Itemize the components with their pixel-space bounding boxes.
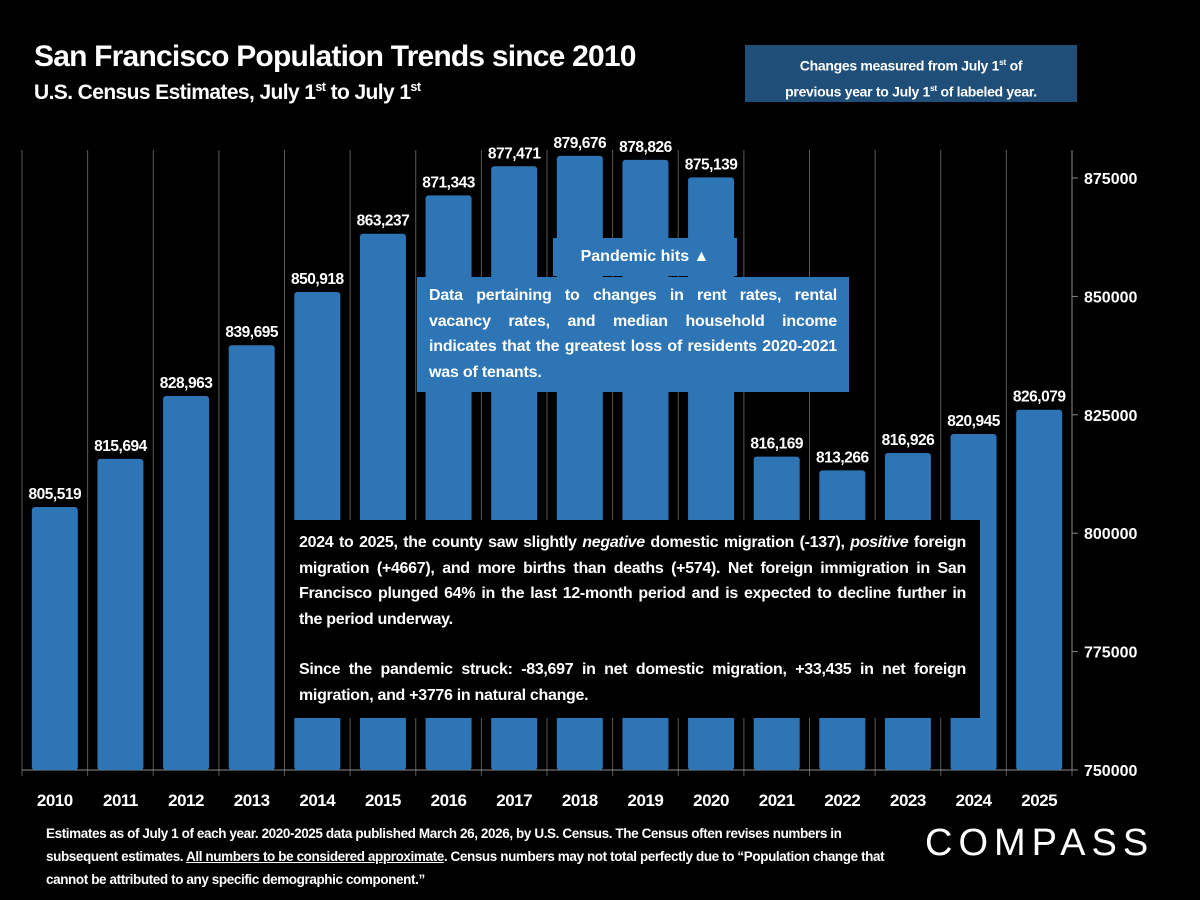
x-tick-label: 2015: [365, 791, 401, 810]
footer-note: Estimates as of July 1 of each year. 202…: [46, 826, 885, 887]
data-label-2025: 826,079: [1013, 389, 1066, 406]
data-label-2011: 815,694: [94, 438, 147, 455]
x-tick-label: 2012: [168, 791, 204, 810]
y-tick-label: 825000: [1084, 408, 1137, 425]
x-tick-label: 2021: [759, 791, 795, 810]
data-label-2014: 850,918: [291, 271, 344, 288]
x-tick-label: 2019: [628, 791, 664, 810]
bar-2011: [97, 458, 144, 770]
x-tick-label: 2025: [1021, 791, 1057, 810]
pandemic-annotation: Pandemic hits ▲: [553, 238, 737, 276]
rent-annotation: Data pertaining to changes in rent rates…: [417, 277, 849, 392]
data-label-2022: 813,266: [816, 449, 869, 466]
data-label-2012: 828,963: [160, 375, 213, 392]
data-label-2016: 871,343: [422, 174, 475, 191]
x-tick-label: 2010: [37, 791, 73, 810]
chart-title: San Francisco Population Trends since 20…: [34, 40, 636, 73]
data-label-2018: 879,676: [554, 135, 607, 152]
data-label-2017: 877,471: [488, 145, 541, 162]
x-tick-label: 2014: [299, 791, 336, 810]
bar-2013: [228, 345, 275, 770]
x-tick-label: 2017: [496, 791, 532, 810]
bar-2012: [163, 396, 210, 770]
data-label-2019: 878,826: [619, 139, 672, 156]
x-tick-label: 2016: [431, 791, 467, 810]
bar-2025: [1016, 409, 1063, 770]
x-tick-label: 2020: [693, 791, 729, 810]
x-tick-label: 2013: [234, 791, 270, 810]
y-tick-label: 875000: [1084, 171, 1137, 188]
y-tick-label: 775000: [1084, 645, 1137, 662]
bar-2010: [31, 507, 78, 770]
x-tick-label: 2022: [824, 791, 860, 810]
data-label-2015: 863,237: [357, 213, 410, 230]
measurement-note: Changes measured from July 1st of previo…: [745, 45, 1077, 102]
y-tick-label: 850000: [1084, 289, 1137, 306]
y-tick-label: 800000: [1084, 526, 1137, 543]
y-tick-label: 750000: [1084, 763, 1137, 780]
data-label-2024: 820,945: [947, 413, 1000, 430]
migration-annotation: 2024 to 2025, the county saw slightly ne…: [285, 520, 980, 718]
data-label-2020: 875,139: [685, 156, 738, 173]
x-tick-label: 2023: [890, 791, 926, 810]
data-label-2010: 805,519: [29, 486, 82, 503]
chart-subtitle: U.S. Census Estimates, July 1st to July …: [34, 80, 421, 104]
data-label-2023: 816,926: [882, 432, 935, 449]
data-label-2013: 839,695: [225, 324, 278, 341]
compass-logo: COMPASS: [925, 822, 1155, 864]
x-tick-label: 2024: [956, 791, 993, 810]
x-tick-label: 2018: [562, 791, 598, 810]
x-tick-label: 2011: [103, 791, 138, 810]
data-label-2021: 816,169: [750, 436, 803, 453]
